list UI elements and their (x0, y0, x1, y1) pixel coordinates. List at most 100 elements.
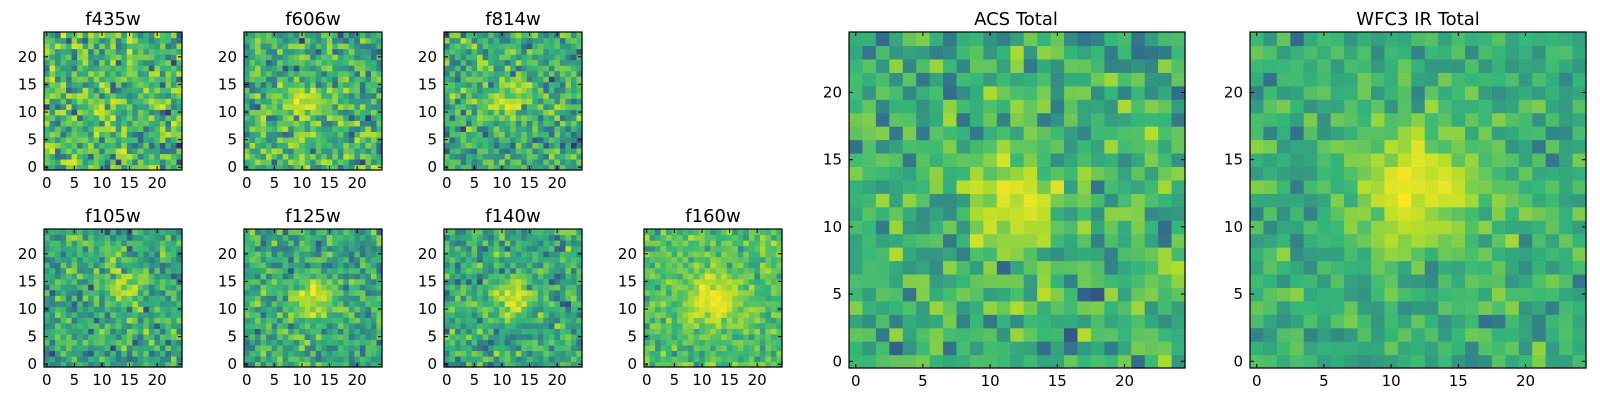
heatmap-cell (44, 92, 51, 99)
heatmap-cell (554, 136, 561, 143)
heatmap-cell (576, 131, 583, 138)
heatmap-cell (548, 295, 555, 302)
heatmap-cell (60, 59, 67, 66)
heatmap-cell (266, 289, 273, 296)
x-tick-label: 10 (92, 371, 111, 389)
heatmap-cell (321, 158, 328, 166)
heatmap-cell (299, 240, 306, 247)
heatmap-cell (956, 206, 971, 221)
heatmap-cell (499, 48, 506, 55)
heatmap-cell (649, 361, 656, 368)
heatmap-cell (660, 273, 667, 280)
heatmap-cell (499, 350, 506, 357)
heatmap-cell (282, 32, 289, 39)
heatmap-cell (82, 158, 89, 166)
heatmap-cell (515, 229, 522, 236)
heatmap-cell (488, 81, 495, 88)
heatmap-cell (770, 361, 778, 368)
heatmap-cell (49, 142, 56, 149)
heatmap-cell (82, 295, 89, 302)
heatmap-cell (576, 328, 583, 335)
heatmap-cell (321, 333, 328, 340)
heatmap-cell (460, 81, 467, 88)
heatmap-cell (504, 164, 511, 171)
heatmap-cell (271, 158, 278, 166)
heatmap-cell (93, 284, 100, 291)
heatmap-cell (570, 245, 578, 252)
heatmap-cell (1131, 260, 1146, 275)
heatmap-cell (337, 76, 344, 83)
heatmap-cell (304, 339, 311, 346)
heatmap-cell (44, 37, 51, 44)
heatmap-cell (704, 289, 711, 296)
heatmap-cell (110, 43, 117, 50)
heatmap-cell (677, 333, 684, 340)
heatmap-cell (71, 153, 78, 160)
heatmap-cell (176, 284, 183, 291)
heatmap-cell (282, 322, 289, 329)
heatmap-cell (1077, 287, 1092, 302)
heatmap-cell (1144, 166, 1159, 181)
heatmap-cell (343, 65, 350, 72)
heatmap-cell (77, 251, 84, 258)
heatmap-cell (66, 87, 73, 94)
heatmap-cell (688, 289, 695, 296)
heatmap-cell (471, 103, 478, 110)
heatmap-cell (929, 206, 944, 221)
heatmap-cell (165, 300, 172, 307)
heatmap-cell (55, 306, 62, 313)
heatmap-cell (889, 327, 904, 342)
heatmap-cell (126, 328, 133, 335)
heatmap-cell (1144, 273, 1159, 288)
heatmap-cell (559, 32, 567, 39)
heatmap-cell (455, 229, 462, 236)
heatmap-cell (554, 273, 561, 280)
heatmap-cell (121, 295, 128, 302)
heatmap-cell (266, 328, 273, 335)
heatmap-cell (82, 333, 89, 340)
heatmap-cell (449, 273, 456, 280)
heatmap-cell (132, 350, 139, 357)
heatmap-cell (510, 92, 517, 99)
y-tick-label: 5 (627, 328, 637, 346)
heatmap-cell (499, 322, 506, 329)
heatmap-cell (93, 251, 100, 258)
heatmap-cell (721, 262, 728, 269)
heatmap-cell (1050, 354, 1065, 369)
heatmap-cell (1010, 247, 1025, 262)
heatmap-cell (365, 81, 372, 88)
heatmap-cell (370, 361, 378, 368)
heatmap-cell (266, 350, 273, 357)
heatmap-cell (244, 300, 251, 307)
heatmap-cell (60, 300, 67, 307)
heatmap-cell (559, 142, 567, 149)
heatmap-cell (60, 284, 67, 291)
heatmap-cell (154, 328, 161, 335)
heatmap-cell (154, 300, 161, 307)
heatmap-cell (354, 295, 361, 302)
heatmap-cell (370, 164, 378, 171)
heatmap-cell (148, 306, 155, 313)
heatmap-cell (471, 234, 478, 241)
heatmap-cell (143, 322, 150, 329)
heatmap-cell (170, 234, 178, 241)
heatmap-cell (565, 65, 572, 72)
heatmap-cell (66, 273, 73, 280)
heatmap-cell (282, 48, 289, 55)
heatmap-cell (660, 245, 667, 252)
heatmap-cell (49, 87, 56, 94)
heatmap-cell (543, 37, 550, 44)
heatmap-cell (862, 220, 877, 235)
x-tick-label: 0 (42, 174, 52, 192)
heatmap-cell (310, 339, 317, 346)
heatmap-cell (554, 317, 561, 324)
heatmap-cell (969, 220, 984, 235)
heatmap-cell (260, 48, 267, 55)
heatmap-cell (137, 81, 144, 88)
heatmap-cell (444, 65, 451, 72)
heatmap-cell (477, 355, 484, 363)
heatmap-cell (159, 267, 167, 274)
heatmap-cell (293, 262, 300, 269)
heatmap-cell (471, 273, 478, 280)
heatmap-cell (326, 306, 333, 313)
